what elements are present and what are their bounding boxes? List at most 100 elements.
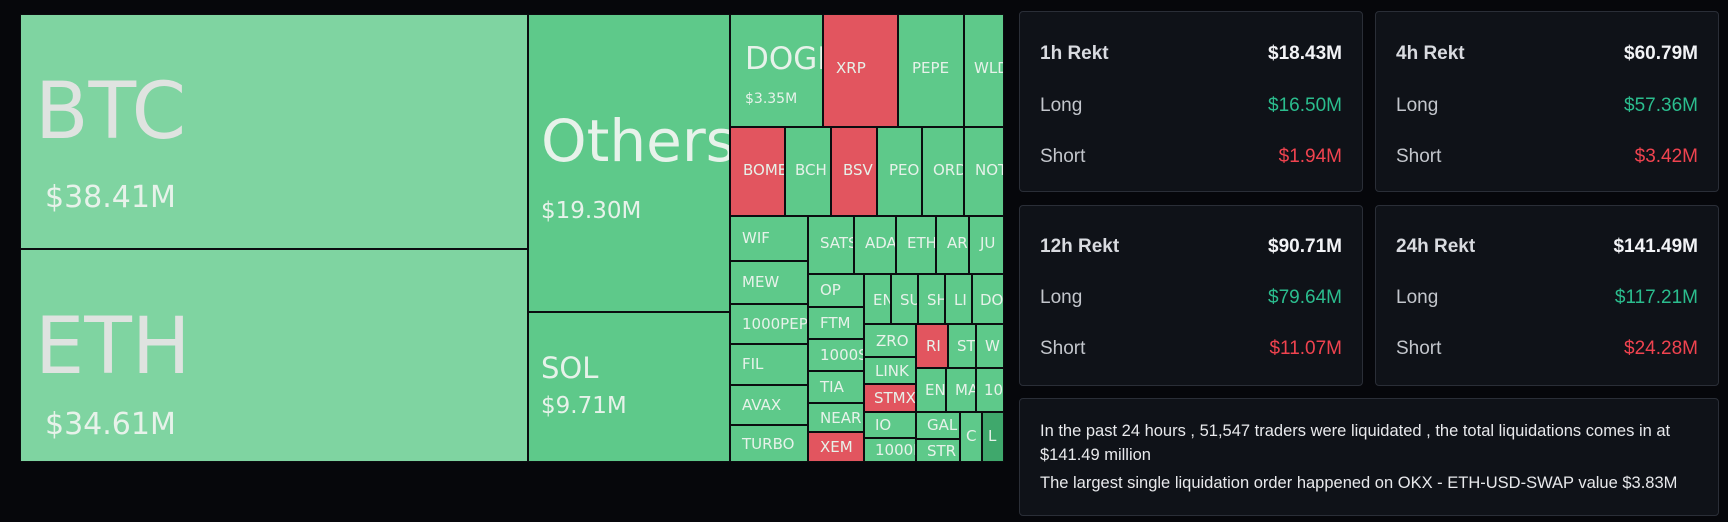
treemap-cell-ftm[interactable]: FTM [808, 307, 864, 339]
treemap-cell-gal[interactable]: GAL [916, 412, 960, 439]
card-long-label: Long [1040, 95, 1083, 116]
treemap-cell-ord[interactable]: ORD [922, 127, 964, 216]
treemap-cell-label: EN [873, 291, 890, 309]
treemap-cell-xem[interactable]: XEM [808, 432, 864, 462]
treemap-cell-str[interactable]: STR [916, 439, 960, 462]
treemap-cell-label: C [966, 427, 977, 445]
treemap-cell-sol[interactable]: SOL $9.71M [528, 312, 730, 462]
treemap-cell-wld[interactable]: WLD [964, 14, 1004, 127]
card-short-value: $11.07M [1269, 338, 1342, 359]
treemap-cell-not[interactable]: NOT [964, 127, 1004, 216]
card-total: $141.49M [1613, 236, 1698, 257]
treemap-cell-en[interactable]: EN [864, 274, 891, 324]
treemap-cell-l[interactable]: L [982, 412, 1004, 462]
treemap-cell-fil[interactable]: FIL [730, 344, 808, 385]
treemap-cell-ma[interactable]: MA [946, 368, 976, 412]
treemap-cell-ju[interactable]: JU [969, 216, 1004, 274]
treemap-cell-label: Others [541, 107, 730, 175]
treemap-cell-ada[interactable]: ADA [854, 216, 896, 274]
treemap-cell-pepe[interactable]: PEPE [898, 14, 964, 127]
treemap-cell-sats[interactable]: SATS [808, 216, 854, 274]
treemap-cell-mew[interactable]: MEW [730, 261, 808, 304]
treemap-cell-1000s[interactable]: 1000S [808, 339, 864, 371]
treemap-cell-label: SH [927, 291, 944, 309]
treemap-cell-link[interactable]: LINK [864, 357, 916, 384]
treemap-cell-turbo[interactable]: TURBO [730, 425, 808, 462]
treemap-cell-label: 10 [984, 381, 1004, 399]
treemap-cell-bch[interactable]: BCH [785, 127, 831, 216]
treemap-cell-avax[interactable]: AVAX [730, 385, 808, 425]
treemap-cell-li[interactable]: LI [945, 274, 972, 324]
treemap-cell-label: FIL [742, 355, 764, 373]
treemap-cell-label: AR [947, 234, 968, 252]
treemap-cell-label: 1000S [820, 346, 864, 364]
card-short-label: Short [1396, 146, 1442, 167]
treemap-cell-label: XRP [836, 59, 866, 77]
treemap-cell-label: 1000PEPE [742, 315, 808, 333]
card-short-value: $24.28M [1624, 338, 1698, 359]
treemap-cell-1000pepe[interactable]: 1000PEPE [730, 304, 808, 344]
treemap-cell-btc[interactable]: BTC $38.41M [20, 14, 528, 249]
treemap-cell-label: EN [925, 381, 946, 399]
treemap-cell-label: BSV [843, 161, 873, 179]
treemap-cell-ar[interactable]: AR [936, 216, 969, 274]
treemap-cell-label: WLD [974, 59, 1003, 77]
treemap-cell-eth[interactable]: ETH [896, 216, 936, 274]
treemap-cell-label: SATS [820, 234, 854, 252]
treemap-cell-doge[interactable]: DOGE $3.35M [730, 14, 823, 127]
treemap-cell-stmx[interactable]: STMX [864, 384, 916, 412]
treemap-cell-label: DO [980, 291, 1004, 309]
treemap-cell-bsv[interactable]: BSV [831, 127, 877, 216]
treemap-cell-value: $3.35M [745, 91, 798, 107]
treemap-cell-label: PEPE [912, 59, 950, 77]
treemap-cell-label: 1000E [875, 441, 915, 459]
treemap-cell-label: FTM [820, 314, 851, 332]
treemap-cell-label: SU [900, 291, 917, 309]
card-period: 12h Rekt [1040, 236, 1120, 257]
treemap-cell-tia[interactable]: TIA [808, 371, 864, 403]
treemap-cell-eth[interactable]: ETH $34.61M [20, 249, 528, 462]
treemap-cell-zro[interactable]: ZRO [864, 324, 916, 357]
card-short-value: $3.42M [1634, 146, 1698, 167]
treemap-cell-others[interactable]: Others $19.30M [528, 14, 730, 312]
treemap-cell-wif[interactable]: WIF [730, 216, 808, 261]
card-short-label: Short [1396, 338, 1442, 359]
treemap-cell-c[interactable]: C [960, 412, 982, 462]
treemap-cell-label: JU [980, 234, 996, 252]
treemap-cell-xrp[interactable]: XRP [823, 14, 898, 127]
card-period: 1h Rekt [1040, 43, 1109, 64]
rekt-card-4h: 4h Rekt $60.79M Long $57.36M Short $3.42M [1375, 11, 1719, 192]
treemap-cell-value: $9.71M [541, 393, 627, 419]
card-long-value: $16.50M [1268, 95, 1342, 116]
treemap-cell-label: ADA [865, 234, 896, 252]
rekt-card-24h: 24h Rekt $141.49M Long $117.21M Short $24.2… [1375, 205, 1719, 386]
rekt-card-12h: 12h Rekt $90.71M Long $79.64M Short $11.07M [1019, 205, 1363, 386]
summary-line-2: The largest single liquidation order hap… [1040, 474, 1678, 492]
treemap-cell-label: NEAR [820, 409, 862, 427]
treemap-cell-en[interactable]: EN [916, 368, 946, 412]
treemap-cell-label: NOT [975, 161, 1004, 179]
treemap-cell-label: STMX [874, 389, 916, 407]
treemap-cell-1000e[interactable]: 1000E [864, 438, 916, 462]
treemap-cell-peo[interactable]: PEO [877, 127, 922, 216]
treemap-cell-st[interactable]: ST [948, 324, 976, 368]
treemap-cell-op[interactable]: OP [808, 274, 864, 307]
treemap-cell-label: MA [955, 381, 976, 399]
treemap-cell-label: XEM [820, 438, 853, 456]
treemap-cell-label: ETH [907, 234, 936, 252]
treemap-cell-sh[interactable]: SH [918, 274, 945, 324]
treemap-cell-io[interactable]: IO [864, 412, 916, 438]
treemap-cell-label: ETH [35, 302, 191, 392]
treemap-cell-label: W [985, 337, 1000, 355]
card-total: $90.71M [1268, 236, 1342, 257]
treemap-cell-do[interactable]: DO [972, 274, 1004, 324]
card-short-label: Short [1040, 146, 1086, 167]
treemap-cell-ri[interactable]: RI [916, 324, 948, 368]
treemap-cell-near[interactable]: NEAR [808, 403, 864, 432]
treemap-cell-su[interactable]: SU [891, 274, 918, 324]
treemap-cell-w[interactable]: W [976, 324, 1004, 368]
treemap-cell-10[interactable]: 10 [976, 368, 1004, 412]
card-long-label: Long [1040, 287, 1083, 308]
treemap-cell-label: STR [927, 442, 957, 460]
treemap-cell-bome[interactable]: BOME [730, 127, 785, 216]
